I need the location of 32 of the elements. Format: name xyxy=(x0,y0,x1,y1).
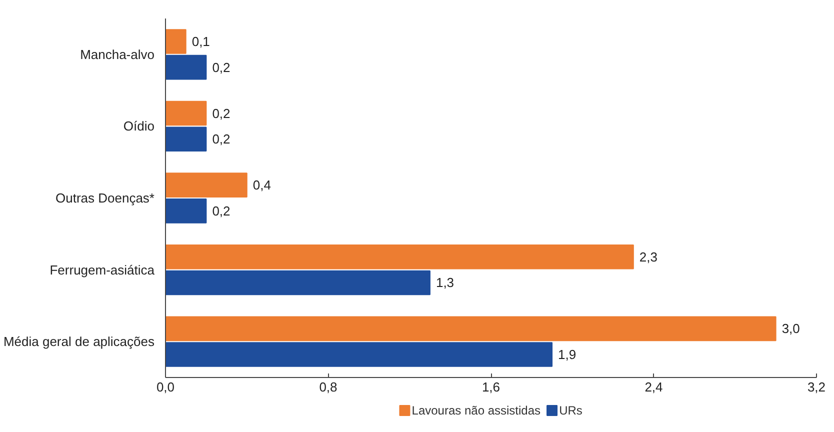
data-label: 0,2 xyxy=(212,132,230,147)
y-tick-label: Média geral de aplicações xyxy=(3,334,155,350)
bar xyxy=(166,198,207,224)
data-label: 0,4 xyxy=(252,178,271,193)
x-tick-label: 2,4 xyxy=(644,380,663,394)
x-tick-label: 3,2 xyxy=(807,380,826,394)
bar xyxy=(166,126,207,152)
bar xyxy=(166,100,207,126)
data-label: 0,2 xyxy=(212,60,230,75)
y-tick-label: Oídio xyxy=(123,118,155,134)
bar xyxy=(166,316,776,342)
x-tick-label: 0,8 xyxy=(319,380,338,394)
legend-label: URs xyxy=(559,404,582,418)
data-label: 1,3 xyxy=(436,275,454,290)
data-label: 3,0 xyxy=(782,321,800,336)
bar xyxy=(166,54,207,80)
bar xyxy=(166,244,634,270)
x-tick-label: 0,0 xyxy=(156,380,175,394)
bar xyxy=(166,172,248,198)
legend-label: Lavouras não assistidas xyxy=(412,404,541,418)
bar xyxy=(166,29,186,54)
data-label: 0,1 xyxy=(192,34,210,49)
bar xyxy=(166,270,430,296)
y-tick-label: Mancha-alvo xyxy=(80,46,155,62)
data-label: 0,2 xyxy=(212,203,230,218)
data-label: 1,9 xyxy=(558,347,576,362)
bar xyxy=(166,342,553,367)
data-label: 0,2 xyxy=(212,106,230,121)
y-tick-label: Outras Doenças* xyxy=(56,190,155,206)
y-tick-label: Ferrugem-asiática xyxy=(50,262,156,278)
x-tick-label: 1,6 xyxy=(482,380,500,394)
data-label: 2,3 xyxy=(639,249,658,264)
